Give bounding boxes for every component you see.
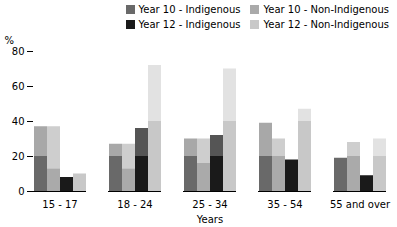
svg-text:35 - 54: 35 - 54 (267, 199, 302, 210)
svg-text:60: 60 (12, 81, 25, 92)
svg-text:20: 20 (12, 151, 25, 162)
html-text:Year 12 - Indigenous: Year 12 - Indigenous (138, 19, 241, 30)
svg-text:0: 0 (18, 186, 24, 197)
svg-text:18 - 24: 18 - 24 (117, 199, 152, 210)
html-text:Year 12 - Non-Indigenous: Year 12 - Non-Indigenous (263, 19, 389, 30)
svg-text:40: 40 (12, 116, 25, 127)
svg-text:55 and over: 55 and over (330, 199, 391, 210)
svg-text:15 - 17: 15 - 17 (42, 199, 77, 210)
svg-text:80: 80 (12, 46, 25, 57)
html-text:Year 10 - Indigenous: Year 10 - Indigenous (138, 4, 241, 15)
svg-text:Years: Years (196, 214, 223, 225)
svg-text:%: % (5, 35, 15, 46)
svg-text:25 - 34: 25 - 34 (192, 199, 227, 210)
html-text:Year 10 - Non-Indigenous: Year 10 - Non-Indigenous (263, 4, 389, 15)
